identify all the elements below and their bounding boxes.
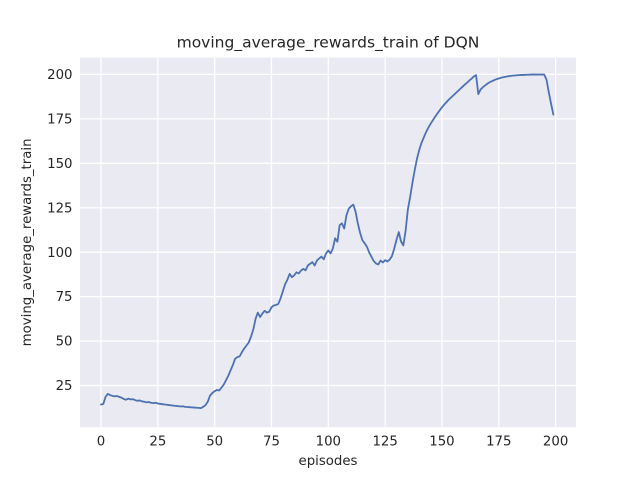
x-tick-label: 125	[372, 435, 397, 450]
tick-labels: 0 25 50 75 100 125 150 175 200 25 50 75 100 125 150 175…	[47, 68, 568, 450]
x-tick-label: 175	[486, 435, 511, 450]
series-line-dqn	[100, 73, 555, 409]
x-tick-label: 75	[263, 435, 280, 450]
y-tick-label: 25	[56, 379, 73, 394]
x-axis-label: episodes	[299, 454, 358, 469]
x-tick-label: 25	[149, 435, 166, 450]
x-tick-label: 150	[429, 435, 454, 450]
series-group	[100, 73, 555, 409]
x-tick-label: 100	[316, 435, 341, 450]
y-tick-label: 200	[47, 68, 72, 83]
x-tick-label: 50	[206, 435, 223, 450]
x-tick-label: 0	[97, 435, 105, 450]
y-tick-label: 100	[47, 246, 72, 261]
chart-title: moving_average_rewards_train of DQN	[177, 34, 480, 53]
y-tick-label: 75	[56, 290, 73, 305]
x-tick-label: 200	[543, 435, 568, 450]
gridlines	[80, 57, 576, 428]
y-tick-label: 175	[47, 112, 72, 127]
y-axis-label: moving_average_rewards_train	[20, 138, 35, 346]
y-tick-label: 150	[47, 157, 72, 172]
y-tick-label: 50	[56, 335, 73, 350]
y-tick-label: 125	[47, 201, 72, 216]
